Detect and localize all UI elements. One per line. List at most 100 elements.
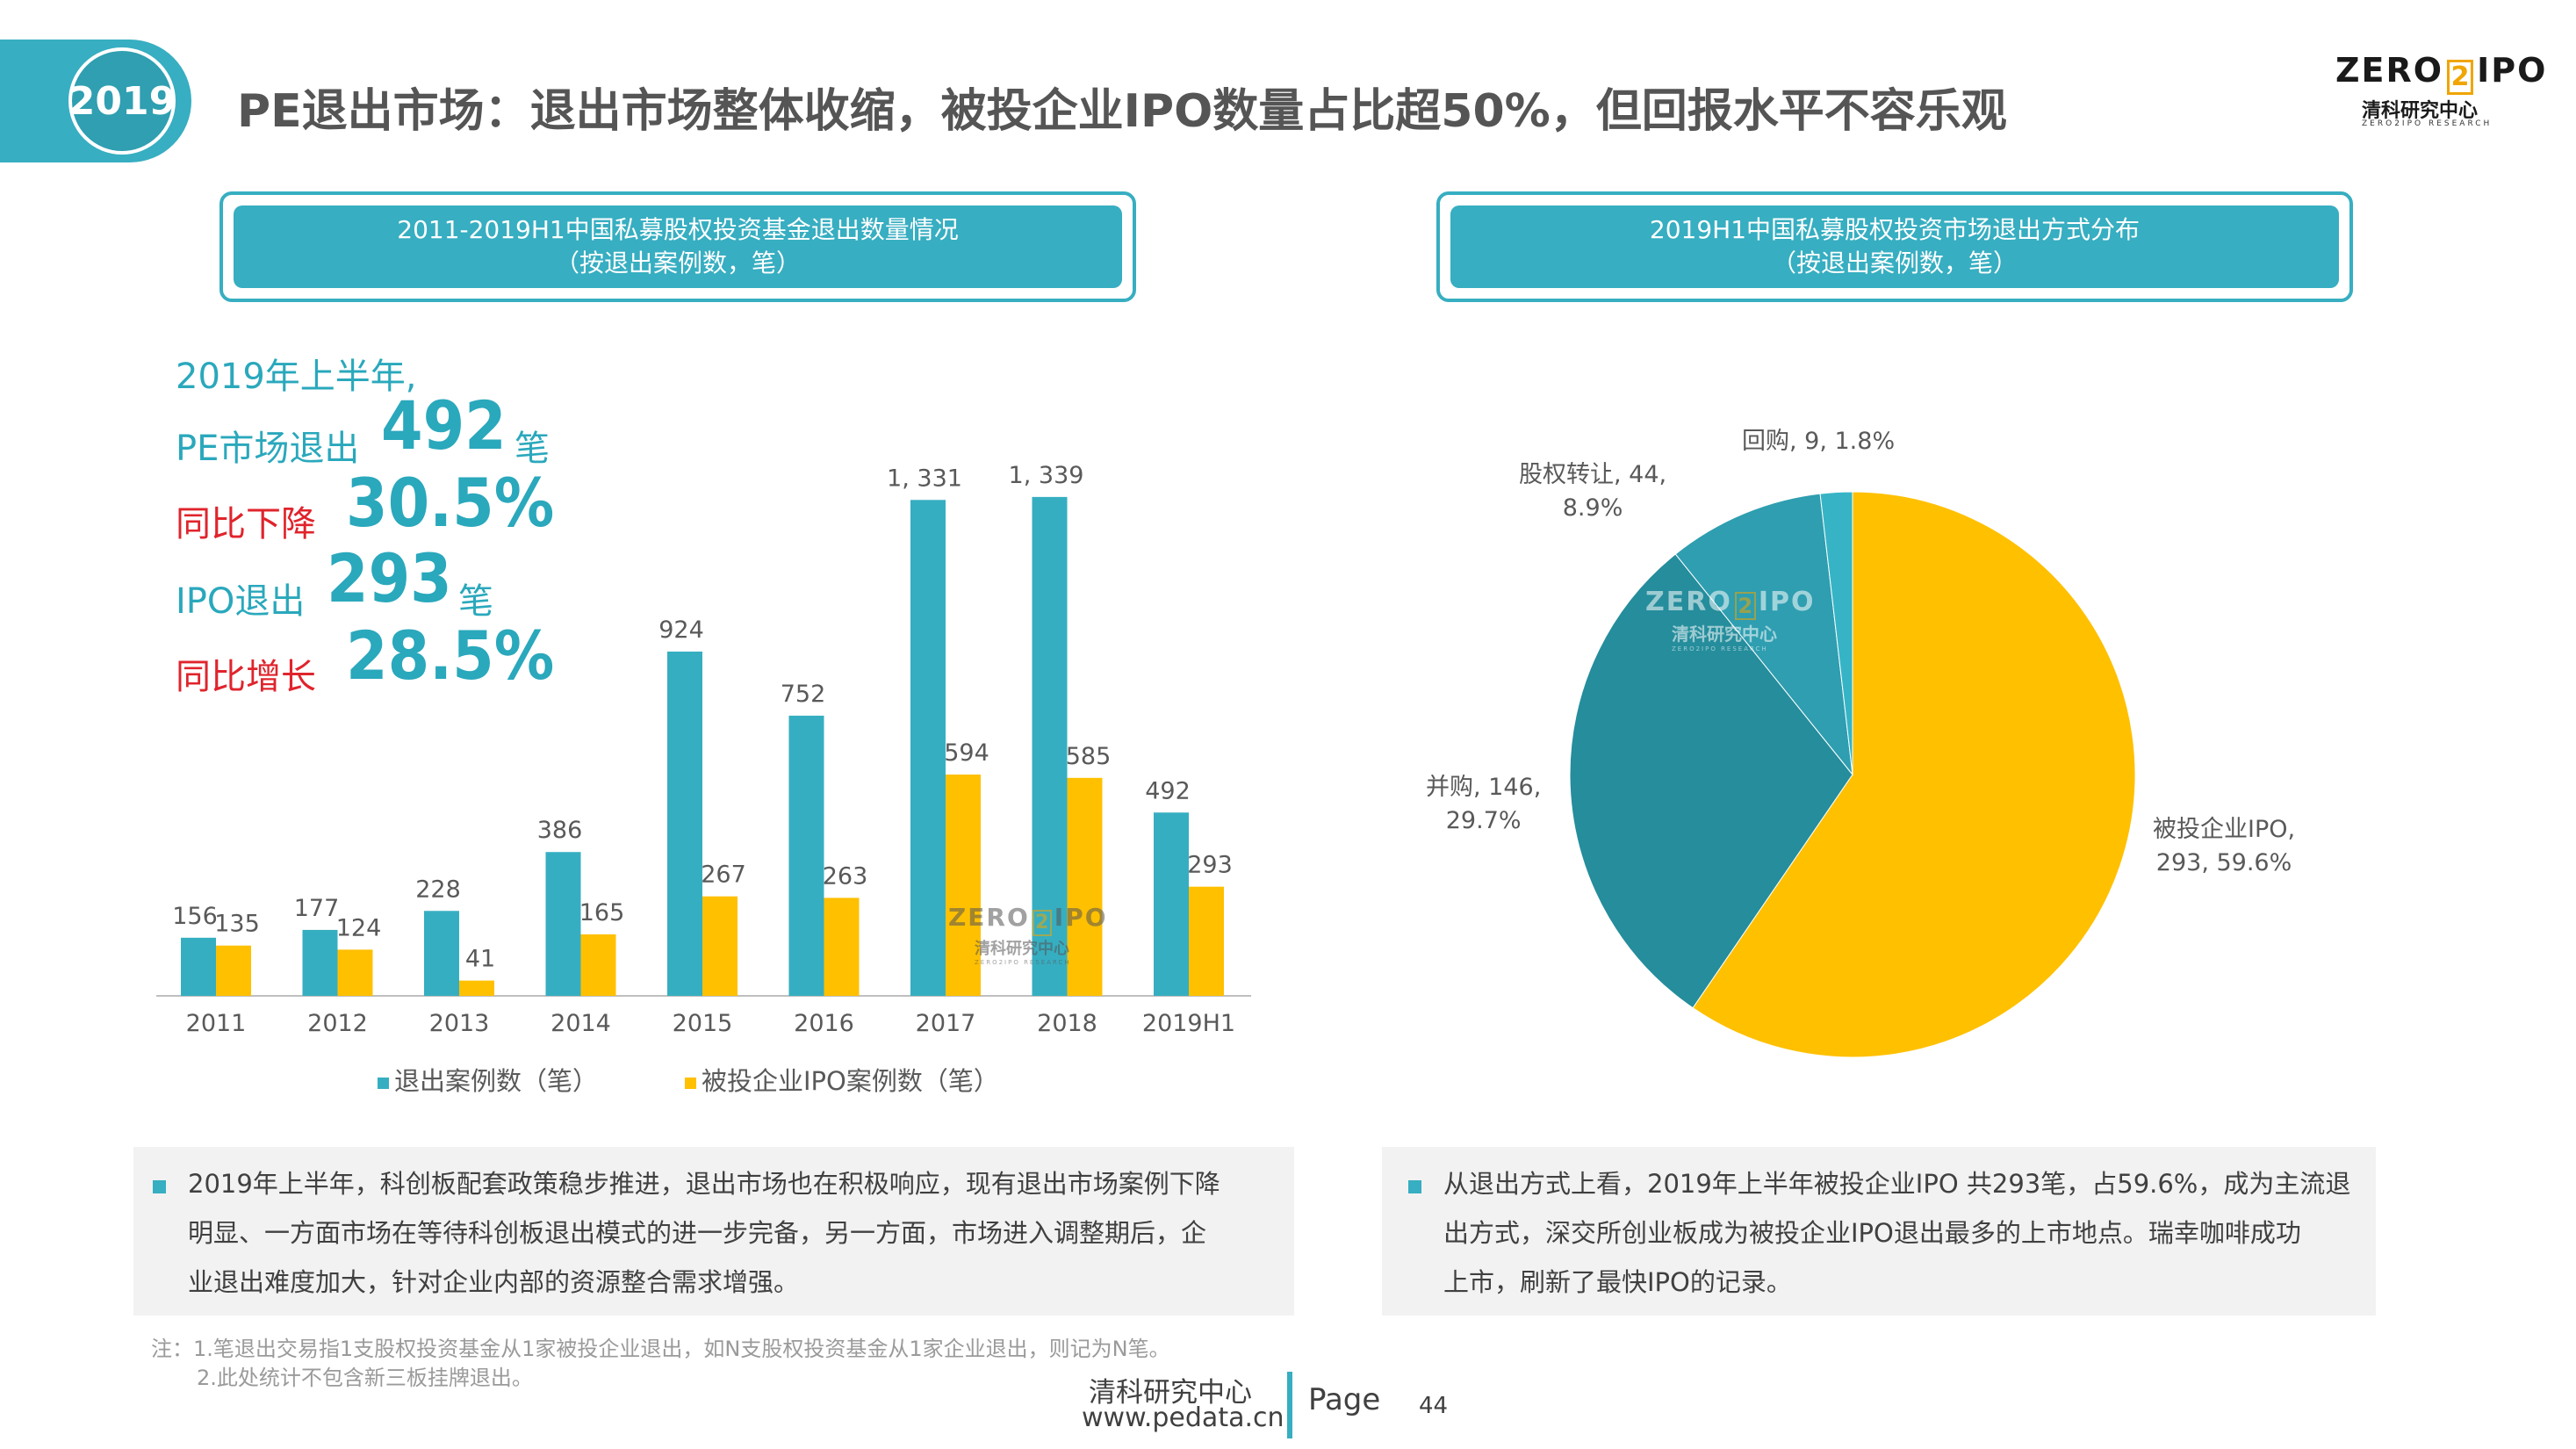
data-label-exit-2013: 228 bbox=[415, 876, 461, 903]
zero2ipo-logo: ZERO 2 IPO 清科研究中心 ZERO2IPO RESEARCH bbox=[2335, 51, 2546, 139]
left-commentary-box: 2019年上半年，科创板配套政策稳步推进，退出市场也在积极响应，现有退出市场案例… bbox=[133, 1147, 1294, 1316]
left-commentary-line3: 业退出难度加大，针对企业内部的资源整合需求增强。 bbox=[188, 1267, 800, 1297]
data-label-exit-2019H1: 492 bbox=[1145, 777, 1191, 804]
logo-word-right: IPO bbox=[2477, 51, 2548, 90]
right-panel-title-line2: （按退出案例数，笔） bbox=[1771, 249, 2018, 278]
data-label-ipo-2012: 124 bbox=[336, 914, 382, 941]
data-label-ipo-2013: 41 bbox=[465, 946, 495, 973]
bar-exit-2017 bbox=[910, 500, 946, 996]
wm1-mid: 2 bbox=[1032, 910, 1052, 936]
left-commentary: 2019年上半年，科创板配套政策稳步推进，退出市场也在积极响应，现有退出市场案例… bbox=[188, 1159, 1277, 1307]
logo-word-left: ZERO bbox=[2335, 51, 2444, 90]
wm1-cn: 清科研究中心 bbox=[975, 940, 1069, 958]
legend-exit-swatch bbox=[378, 1077, 389, 1089]
bar-ipo-2011 bbox=[216, 945, 251, 996]
wm2-cn: 清科研究中心 bbox=[1672, 624, 1777, 645]
logo-en: ZERO2IPO RESEARCH bbox=[2362, 119, 2493, 128]
pie-chart bbox=[1569, 491, 2136, 1058]
right-panel-title: 2019H1中国私募股权投资市场退出方式分布 （按退出案例数，笔） bbox=[1450, 205, 2339, 288]
bar-ipo-2012 bbox=[337, 949, 373, 996]
data-label-exit-2012: 177 bbox=[294, 895, 340, 922]
highlight-line1: 2019年上半年, bbox=[176, 357, 417, 397]
bar-chart-watermark: ZERO 2 IPO 清科研究中心 ZERO2IPO RESEARCH bbox=[948, 903, 1108, 966]
right-commentary-line2: 出方式，深交所创业板成为被投企业IPO退出最多的上市地点。瑞幸咖啡成功 bbox=[1443, 1218, 2301, 1248]
bar-exit-2018 bbox=[1032, 496, 1068, 996]
page-title: PE退出市场：退出市场整体收缩，被投企业IPO数量占比超50%，但回报水平不容乐… bbox=[237, 85, 2007, 138]
x-tick-2016: 2016 bbox=[794, 1010, 854, 1037]
right-commentary-line1: 从退出方式上看，2019年上半年被投企业IPO 共293笔，占59.6%，成为主… bbox=[1443, 1169, 2351, 1199]
data-label-ipo-2014: 165 bbox=[579, 899, 625, 926]
logo-2-box: 2 bbox=[2447, 60, 2474, 95]
x-tick-2013: 2013 bbox=[429, 1010, 490, 1037]
footer-page-label: Page bbox=[1308, 1382, 1381, 1417]
data-label-ipo-2019H1: 293 bbox=[1187, 852, 1233, 879]
x-tick-2017: 2017 bbox=[916, 1010, 976, 1037]
footer-divider bbox=[1287, 1372, 1292, 1438]
highlight-growth-value: 28.5% bbox=[346, 616, 555, 695]
pie-label-ma: 并购, 146, 29.7% bbox=[1426, 771, 1541, 838]
bar-exit-2016 bbox=[788, 715, 824, 996]
legend-ipo-label: 被投企业IPO案例数（笔） bbox=[702, 1066, 999, 1096]
right-panel-title-frame: 2019H1中国私募股权投资市场退出方式分布 （按退出案例数，笔） bbox=[1436, 191, 2353, 302]
left-panel-title-line1: 2011-2019H1中国私募股权投资基金退出数量情况 bbox=[397, 215, 959, 244]
x-tick-2019H1: 2019H1 bbox=[1142, 1010, 1235, 1037]
highlight-decline-label: 同比下降 bbox=[176, 504, 316, 544]
logo-cn: 清科研究中心 bbox=[2362, 100, 2479, 122]
legend-exit: 退出案例数（笔） bbox=[378, 1061, 598, 1098]
left-panel-title-frame: 2011-2019H1中国私募股权投资基金退出数量情况 （按退出案例数，笔） bbox=[219, 191, 1136, 302]
bar-ipo-2018 bbox=[1067, 777, 1103, 996]
footnote-line2: 2.此处统计不包含新三板挂牌退出。 bbox=[197, 1366, 533, 1390]
wm1-left: ZERO bbox=[948, 903, 1030, 932]
left-panel-title: 2011-2019H1中国私募股权投资基金退出数量情况 （按退出案例数，笔） bbox=[234, 205, 1122, 288]
pie-label-equity-transfer: 股权转让, 44, 8.9% bbox=[1519, 458, 1666, 525]
bar-ipo-2015 bbox=[702, 896, 738, 996]
highlight-ipo-value: 293 bbox=[327, 539, 452, 617]
wm1-right: IPO bbox=[1054, 903, 1108, 932]
pie-slice-0 bbox=[1692, 491, 2136, 1058]
year-badge: 2019 bbox=[68, 47, 176, 155]
pie-label-buyback-line1: 回购, 9, 1.8% bbox=[1742, 428, 1896, 455]
left-commentary-line1: 2019年上半年，科创板配套政策稳步推进，退出市场也在积极响应，现有退出市场案例… bbox=[188, 1169, 1220, 1199]
pie-label-ma-line1: 并购, 146, bbox=[1426, 774, 1542, 801]
left-bullet-icon bbox=[153, 1180, 166, 1193]
data-label-ipo-2015: 267 bbox=[701, 861, 746, 889]
wm2-mid: 2 bbox=[1734, 592, 1756, 620]
pie-slice-2 bbox=[1674, 493, 1853, 776]
right-commentary-box: 从退出方式上看，2019年上半年被投企业IPO 共293笔，占59.6%，成为主… bbox=[1382, 1147, 2376, 1316]
footer-url[interactable]: www.pedata.cn bbox=[1082, 1402, 1284, 1433]
highlight-ipo-unit: 笔 bbox=[458, 581, 493, 622]
highlight-growth-label: 同比增长 bbox=[176, 657, 316, 697]
footer-org: 清科研究中心 bbox=[1089, 1377, 1252, 1409]
wm2-right: IPO bbox=[1758, 587, 1816, 617]
data-label-exit-2015: 924 bbox=[658, 616, 704, 644]
left-panel-title-line2: （按退出案例数，笔） bbox=[554, 249, 801, 278]
right-commentary-line3: 上市，刷新了最快IPO的记录。 bbox=[1443, 1267, 1792, 1297]
pie-label-equity-transfer-line2: 8.9% bbox=[1562, 494, 1623, 522]
data-label-exit-2018: 1, 339 bbox=[1009, 462, 1084, 489]
x-tick-2014: 2014 bbox=[550, 1010, 611, 1037]
right-commentary: 从退出方式上看，2019年上半年被投企业IPO 共293笔，占59.6%，成为主… bbox=[1443, 1159, 2365, 1307]
bar-ipo-2014 bbox=[580, 934, 616, 996]
x-tick-2011: 2011 bbox=[186, 1010, 247, 1037]
bar-exit-2012 bbox=[302, 929, 338, 996]
bar-exit-2011 bbox=[181, 937, 216, 996]
data-label-exit-2014: 386 bbox=[537, 817, 583, 844]
data-label-exit-2017: 1, 331 bbox=[887, 465, 962, 492]
data-label-exit-2016: 752 bbox=[781, 681, 826, 708]
bar-ipo-2013 bbox=[459, 980, 494, 996]
wm2-left: ZERO bbox=[1645, 587, 1732, 617]
bar-ipo-2016 bbox=[824, 898, 860, 996]
x-tick-2012: 2012 bbox=[307, 1010, 368, 1037]
bar-ipo-2019H1 bbox=[1189, 886, 1224, 996]
data-label-ipo-2011: 135 bbox=[214, 911, 260, 938]
footer-page-number: 44 bbox=[1419, 1393, 1449, 1419]
right-bullet-icon bbox=[1408, 1180, 1421, 1193]
pie-label-ipo-line1: 被投企业IPO, bbox=[2153, 816, 2296, 843]
legend-ipo: 被投企业IPO案例数（笔） bbox=[685, 1061, 999, 1098]
pie-label-ipo-line2: 293, 59.6% bbox=[2155, 849, 2292, 876]
highlight-exit-label: PE市场退出 bbox=[176, 429, 360, 469]
data-label-ipo-2018: 585 bbox=[1066, 743, 1112, 770]
x-tick-2018: 2018 bbox=[1037, 1010, 1097, 1037]
bar-exit-2015 bbox=[667, 651, 702, 996]
